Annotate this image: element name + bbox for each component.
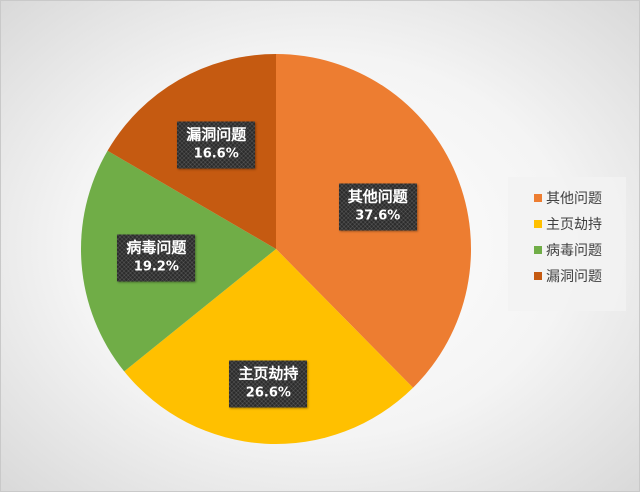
data-label-category: 病毒问题 xyxy=(126,238,187,257)
legend-label: 病毒问题 xyxy=(546,243,602,259)
data-label-category: 其他问题 xyxy=(347,187,408,206)
data-label-category: 漏洞问题 xyxy=(186,125,247,144)
legend-label: 漏洞问题 xyxy=(546,269,602,285)
data-label-2: 主页劫持 26.6% xyxy=(229,360,307,407)
legend-swatch xyxy=(534,220,542,228)
pie-slice-2 xyxy=(124,249,414,445)
data-label-4: 漏洞问题 16.6% xyxy=(177,121,255,168)
legend-swatch xyxy=(534,246,542,254)
legend-item-4: 漏洞问题 xyxy=(534,263,626,289)
data-label-3: 病毒问题 19.2% xyxy=(117,235,195,282)
data-label-value: 26.6% xyxy=(245,385,291,401)
legend-item-2: 主页劫持 xyxy=(534,211,626,237)
legend-swatch xyxy=(534,272,542,280)
data-label-value: 37.6% xyxy=(355,208,401,224)
legend-item-3: 病毒问题 xyxy=(534,237,626,263)
data-label-category: 主页劫持 xyxy=(238,364,299,383)
data-label-value: 16.6% xyxy=(193,146,239,162)
legend: 其他问题主页劫持病毒问题漏洞问题 xyxy=(508,177,626,311)
legend-swatch xyxy=(534,194,542,202)
legend-label: 主页劫持 xyxy=(546,217,602,233)
legend-label: 其他问题 xyxy=(546,191,602,207)
data-label-1: 其他问题 37.6% xyxy=(339,184,417,231)
data-label-value: 19.2% xyxy=(133,259,179,275)
legend-item-1: 其他问题 xyxy=(534,185,626,211)
